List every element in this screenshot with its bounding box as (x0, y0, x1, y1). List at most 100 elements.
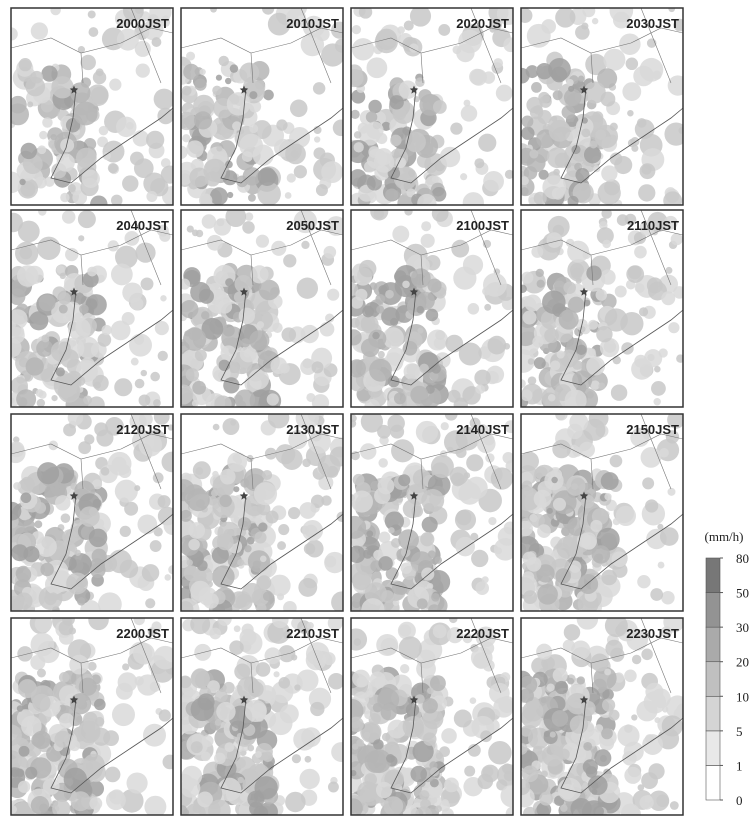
panel-label: 2030JST (626, 16, 679, 31)
rain-cell (253, 145, 274, 166)
rain-cell (39, 804, 48, 813)
rain-cell (449, 615, 457, 623)
rain-cell (213, 424, 220, 431)
rain-cell (352, 25, 361, 34)
rain-cell (51, 134, 57, 140)
colorbar-segment (706, 765, 720, 800)
rain-cell (548, 759, 564, 775)
rain-cell (475, 385, 484, 394)
rain-cell (227, 192, 233, 198)
rain-cell (285, 192, 292, 199)
rain-cell (544, 731, 550, 737)
rain-cell (558, 778, 582, 802)
map-panel (173, 206, 346, 414)
rain-cell (234, 664, 250, 680)
panel-label: 2210JST (286, 626, 339, 641)
map-panel (511, 208, 686, 414)
rain-cell (81, 55, 96, 70)
rain-cell (36, 389, 44, 397)
rain-cell (522, 116, 534, 128)
colorbar-segment (706, 696, 720, 731)
rain-cell (230, 64, 238, 72)
map-panel (511, 0, 688, 210)
rain-cell (258, 522, 267, 531)
panel-label: 2120JST (116, 422, 169, 437)
rain-cell (583, 742, 592, 751)
rain-cell (193, 461, 211, 479)
rain-cell (491, 467, 513, 489)
rain-cell (431, 455, 454, 478)
rain-cell (41, 334, 49, 342)
rain-cell (423, 732, 437, 746)
rain-cell (621, 342, 633, 354)
rain-cell (248, 550, 270, 572)
rain-cell (94, 382, 101, 389)
rain-cell (410, 386, 428, 404)
rain-cell (592, 111, 603, 122)
rain-cell (216, 145, 222, 151)
rain-cell (376, 782, 392, 798)
rain-cell (89, 797, 102, 810)
rain-cell (439, 746, 450, 757)
rain-cell (442, 799, 449, 806)
rain-cell (638, 184, 655, 201)
rain-cell (249, 91, 257, 99)
rain-cell (331, 591, 353, 613)
rain-cell (188, 522, 205, 539)
rain-cell (522, 701, 543, 722)
rain-cell (575, 168, 589, 182)
rain-cell (191, 697, 215, 721)
rain-cell (134, 485, 140, 491)
rain-cell (533, 105, 543, 115)
rain-cell (294, 684, 300, 690)
rain-cell (529, 150, 538, 159)
rain-cell (277, 541, 286, 550)
rain-cell (386, 754, 395, 763)
rain-cell (645, 499, 658, 512)
rain-cell (318, 455, 341, 478)
rain-cell (255, 751, 262, 758)
rain-cell (373, 739, 384, 750)
rain-cell (125, 231, 140, 246)
rain-cell (173, 479, 195, 501)
rain-cell (219, 495, 231, 507)
rain-cell (483, 171, 504, 192)
rain-cell (559, 749, 570, 760)
rain-cell (586, 265, 601, 280)
rain-cell (188, 539, 199, 550)
rain-cell (101, 467, 110, 476)
rain-cell (263, 592, 272, 601)
rain-cell (153, 399, 161, 407)
rain-cell (562, 105, 576, 119)
panel-label: 2000JST (116, 16, 169, 31)
rain-cell (37, 145, 46, 154)
rain-cell (214, 753, 226, 765)
rain-cell (576, 345, 586, 355)
rain-cell (96, 68, 104, 76)
rain-cell (267, 393, 279, 405)
rain-cell (195, 349, 207, 361)
rain-cell (42, 117, 53, 128)
rain-cell (428, 550, 436, 558)
rain-cell (603, 49, 625, 71)
rain-cell (592, 18, 598, 24)
rain-cell (23, 519, 34, 530)
rain-cell (405, 132, 426, 153)
rain-cell (567, 241, 589, 263)
rain-cell (642, 477, 654, 489)
rain-cell (99, 126, 109, 136)
rain-cell (79, 506, 99, 526)
rain-cell (390, 135, 401, 146)
rain-cell (534, 357, 546, 369)
rain-cell (547, 683, 555, 691)
rain-cell (60, 273, 66, 279)
rain-cell (201, 311, 209, 319)
rain-cell (604, 669, 611, 676)
rain-cell (658, 562, 665, 569)
rain-cell (217, 533, 234, 550)
rain-cell (551, 477, 557, 483)
rain-cell (369, 359, 392, 382)
rain-cell (518, 8, 533, 23)
map-panel (2, 207, 173, 416)
rain-cell (407, 297, 426, 316)
